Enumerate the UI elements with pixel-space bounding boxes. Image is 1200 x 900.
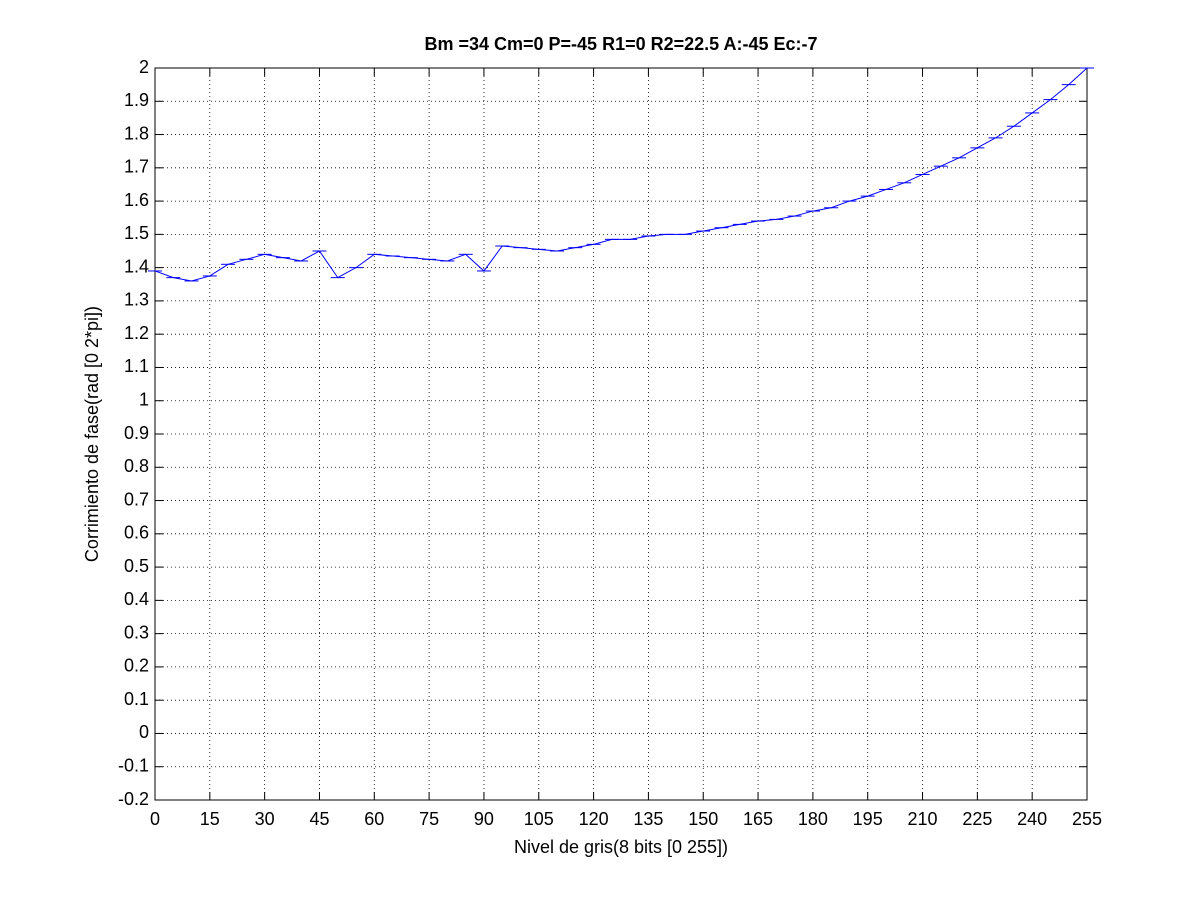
x-tick-label: 180	[798, 809, 828, 829]
y-tick-label: 0.2	[124, 656, 149, 676]
chart-title: Bm =34 Cm=0 P=-45 R1=0 R2=22.5 A:-45 Ec:…	[424, 34, 817, 54]
x-axis-label: Nivel de gris(8 bits [0 255])	[514, 837, 728, 857]
x-tick-label: 15	[200, 809, 220, 829]
y-tick-label: 0.4	[124, 589, 149, 609]
x-tick-label: 150	[688, 809, 718, 829]
x-tick-label: 75	[419, 809, 439, 829]
y-tick-label: 1.9	[124, 90, 149, 110]
x-tick-label: 105	[524, 809, 554, 829]
y-tick-label: 1.3	[124, 290, 149, 310]
y-tick-label: 1.6	[124, 190, 149, 210]
y-tick-label: 0.9	[124, 423, 149, 443]
x-tick-label: 90	[474, 809, 494, 829]
y-tick-label: 0.1	[124, 689, 149, 709]
y-tick-label: 2	[139, 57, 149, 77]
plot-frame	[154, 67, 1088, 801]
x-tick-label: 195	[853, 809, 883, 829]
x-tick-label: 165	[743, 809, 773, 829]
y-tick-label: 0.7	[124, 489, 149, 509]
y-tick-label: 1.2	[124, 323, 149, 343]
x-tick-label: 30	[255, 809, 275, 829]
y-tick-label: 0.5	[124, 556, 149, 576]
y-axis-label: Corrimiento de fase(rad [0 2*pi])	[82, 306, 102, 562]
y-tick-label: 1.4	[124, 256, 149, 276]
y-tick-label: -0.1	[118, 755, 149, 775]
x-tick-label: 255	[1072, 809, 1102, 829]
y-tick-label: 0.3	[124, 622, 149, 642]
y-tick-label: 1	[139, 389, 149, 409]
x-tick-label: 210	[908, 809, 938, 829]
y-tick-label: 0.6	[124, 523, 149, 543]
data-line	[154, 67, 1088, 282]
y-tick-label: 1.1	[124, 356, 149, 376]
y-tick-label: -0.2	[118, 789, 149, 809]
y-tick-label: 0.8	[124, 456, 149, 476]
y-tick-label: 0	[139, 722, 149, 742]
y-tick-label: 1.5	[124, 223, 149, 243]
x-tick-label: 45	[309, 809, 329, 829]
y-tick-label: 1.8	[124, 123, 149, 143]
x-tick-label: 60	[364, 809, 384, 829]
y-tick-label: 1.7	[124, 157, 149, 177]
x-tick-label: 240	[1017, 809, 1047, 829]
x-tick-label: 0	[150, 809, 160, 829]
x-tick-label: 225	[962, 809, 992, 829]
x-tick-label: 135	[633, 809, 663, 829]
x-tick-label: 120	[579, 809, 609, 829]
